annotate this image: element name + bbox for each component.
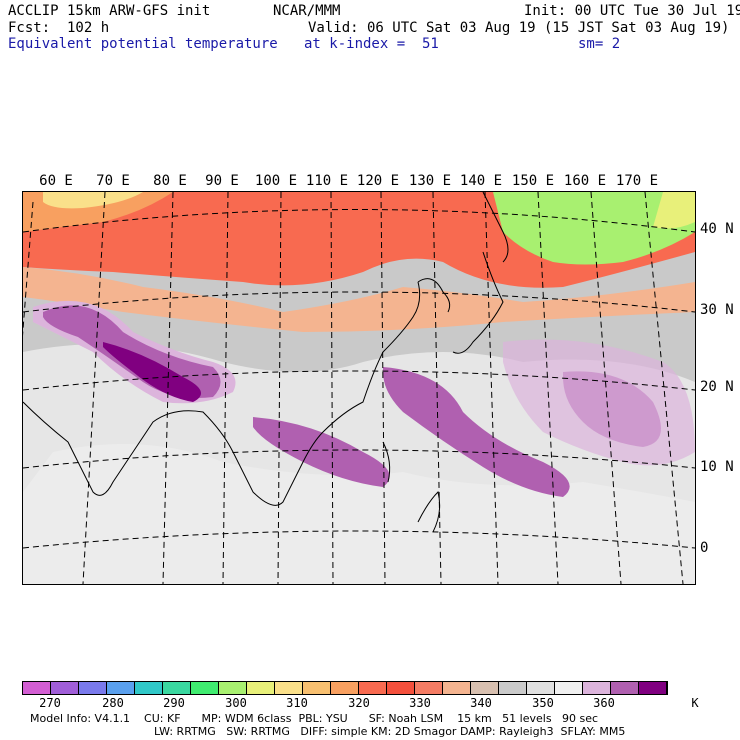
colorbar-swatch <box>79 682 107 694</box>
colorbar-tick-label: 320 <box>348 696 370 710</box>
colorbar <box>22 681 668 695</box>
lon-label: 70 E <box>96 173 130 189</box>
forecast-hour: Fcst: 102 h <box>8 20 110 36</box>
colorbar-swatch <box>51 682 79 694</box>
lon-label: 130 E <box>408 173 452 189</box>
lon-label: 160 E <box>563 173 607 189</box>
colorbar-swatch <box>191 682 219 694</box>
colorbar-tick-label: 310 <box>286 696 308 710</box>
lon-label: 100 E <box>254 173 298 189</box>
smoothing-label: sm= 2 <box>578 36 621 52</box>
colorbar-tick-label: 330 <box>409 696 431 710</box>
valid-time: Valid: 06 UTC Sat 03 Aug 19 (15 JST Sat … <box>308 20 730 36</box>
lon-label: 80 E <box>153 173 187 189</box>
colorbar-tick-label: 340 <box>470 696 492 710</box>
lon-label: 120 E <box>356 173 400 189</box>
colorbar-swatch <box>135 682 163 694</box>
colorbar-swatch <box>247 682 275 694</box>
colorbar-swatch <box>359 682 387 694</box>
map-field-svg <box>23 192 695 584</box>
coastlines <box>23 192 509 533</box>
colorbar-swatch <box>387 682 415 694</box>
lat-label: 30 N <box>700 302 734 318</box>
colorbar-tick-label: 360 <box>593 696 615 710</box>
level-label: at k-index = 51 <box>304 36 439 52</box>
lat-label: 40 N <box>700 221 734 237</box>
colorbar-tick-label: 270 <box>39 696 61 710</box>
convection-india-core <box>103 342 201 402</box>
lon-label: 170 E <box>615 173 659 189</box>
colorbar-tick-label: 290 <box>163 696 185 710</box>
colorbar-swatch <box>275 682 303 694</box>
model-title: ACCLIP 15km ARW-GFS init <box>8 3 211 19</box>
colorbar-swatch <box>443 682 471 694</box>
convection-pacific-west <box>383 367 570 497</box>
cool-region-green <box>493 192 695 265</box>
map-plot <box>22 191 696 585</box>
tropical-lighter <box>23 444 695 584</box>
colorbar-tick-label: 300 <box>225 696 247 710</box>
colorbar-swatch <box>303 682 331 694</box>
model-info-line1: Model Info: V4.1.1 CU: KF MP: WDM 6class… <box>30 712 599 725</box>
cool-region-yellow <box>653 192 695 229</box>
convection-indochina <box>253 417 390 487</box>
colorbar-swatch <box>331 682 359 694</box>
lon-label: 140 E <box>459 173 503 189</box>
colorbar-swatch <box>471 682 499 694</box>
colorbar-swatch <box>415 682 443 694</box>
colorbar-swatch <box>583 682 611 694</box>
lat-label: 20 N <box>700 379 734 395</box>
colorbar-swatch <box>107 682 135 694</box>
transition-band <box>23 267 695 332</box>
init-time: Init: 00 UTC Tue 30 Jul 19 <box>524 3 740 19</box>
colorbar-swatch <box>611 682 639 694</box>
graticule <box>23 192 695 584</box>
org-label: NCAR/MMM <box>273 3 341 19</box>
colorbar-swatch <box>23 682 51 694</box>
lon-label: 90 E <box>205 173 239 189</box>
warm-region-yellow <box>43 192 143 209</box>
convection-pacific-light <box>503 339 695 466</box>
colorbar-swatch <box>163 682 191 694</box>
colorbar-swatch <box>555 682 583 694</box>
lat-label: 0 <box>700 540 709 556</box>
colorbar-tick-label: 280 <box>102 696 124 710</box>
colorbar-swatch <box>499 682 527 694</box>
lon-label: 60 E <box>39 173 73 189</box>
model-info-line2: LW: RRTMG SW: RRTMG DIFF: simple KM: 2D … <box>154 725 626 738</box>
lon-label: 150 E <box>511 173 555 189</box>
colorbar-unit: K <box>691 696 699 710</box>
colorbar-tick-label: 350 <box>532 696 554 710</box>
lat-label: 10 N <box>700 459 734 475</box>
colorbar-swatch <box>527 682 555 694</box>
field-name: Equivalent potential temperature <box>8 36 278 52</box>
colorbar-swatch <box>639 682 667 694</box>
colorbar-swatch <box>219 682 247 694</box>
lon-label: 110 E <box>305 173 349 189</box>
